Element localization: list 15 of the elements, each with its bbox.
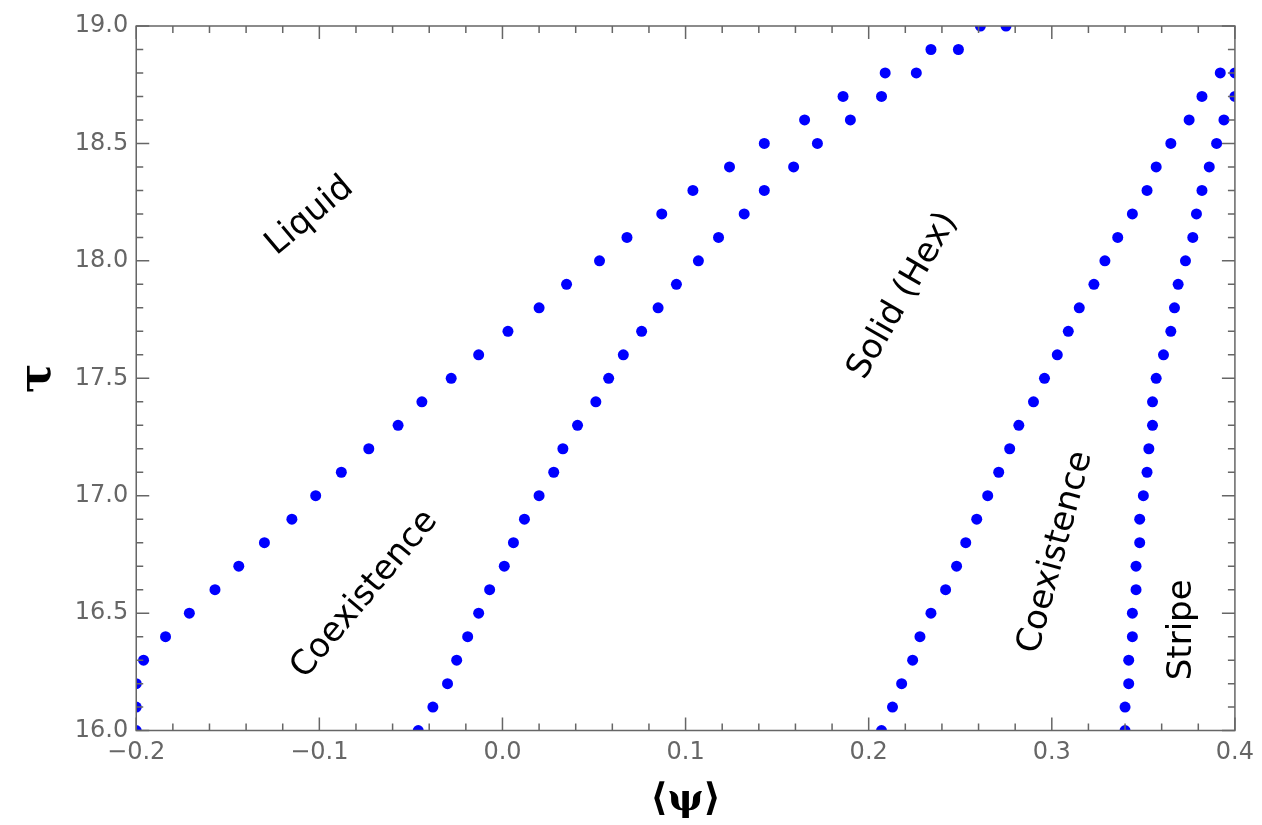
x-tick-label: 0.0 <box>483 737 522 766</box>
y-tick-label: 17.0 <box>74 479 129 508</box>
y-tick-label: 17.5 <box>74 362 129 391</box>
y-tick-label: 18.5 <box>74 127 129 156</box>
x-tick-label: 0.4 <box>1215 737 1254 766</box>
y-axis-title: τ <box>8 363 60 394</box>
x-tick-label: −0.1 <box>290 737 349 766</box>
x-tick-label: 0.3 <box>1032 737 1071 766</box>
y-tick-label: 18.0 <box>74 245 129 274</box>
x-tick-label: 0.1 <box>666 737 705 766</box>
x-tick-label: 0.2 <box>849 737 888 766</box>
y-tick-label: 19.0 <box>74 10 129 39</box>
annotation: Stripe <box>1159 579 1200 681</box>
x-axis-title: ⟨ψ⟩ <box>650 774 721 820</box>
y-tick-label: 16.5 <box>74 597 129 626</box>
